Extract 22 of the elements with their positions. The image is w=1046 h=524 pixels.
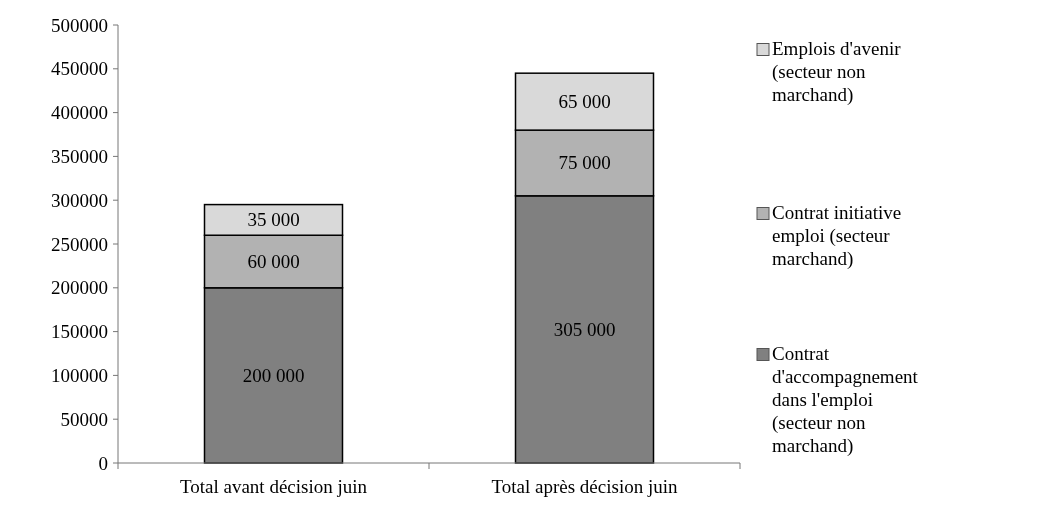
legend-label: Contrat initiative emploi (secteur marchand) (772, 201, 902, 270)
data-label: 65 000 (558, 91, 611, 113)
y-tick-label: 150000 (51, 321, 108, 343)
y-tick-label: 0 (98, 452, 108, 474)
y-tick-label: 400000 (51, 102, 108, 124)
x-tick-label: Total après décision juin (491, 476, 678, 497)
y-tick-label: 350000 (51, 145, 108, 167)
y-tick-label: 50000 (60, 408, 108, 430)
y-tick-label: 250000 (51, 233, 108, 255)
data-label: 305 000 (553, 318, 616, 340)
y-tick-label: 200000 (51, 277, 108, 299)
data-label: 75 000 (558, 152, 611, 174)
data-label: 200 000 (242, 364, 305, 386)
y-tick-label: 100000 (51, 364, 108, 386)
data-label: 60 000 (247, 251, 300, 273)
legend-label: Contrat d'accompagnement dans l'emploi (secteur non marchand) (772, 342, 919, 457)
data-label: 35 000 (247, 209, 300, 231)
legend-label: Emplois d'avenir (secteur non marchand) (772, 37, 902, 106)
y-tick-label: 300000 (51, 189, 108, 211)
x-tick-label: Total avant décision juin (179, 476, 368, 497)
y-tick-label: 450000 (51, 58, 108, 80)
y-tick-label: 500000 (51, 14, 108, 36)
